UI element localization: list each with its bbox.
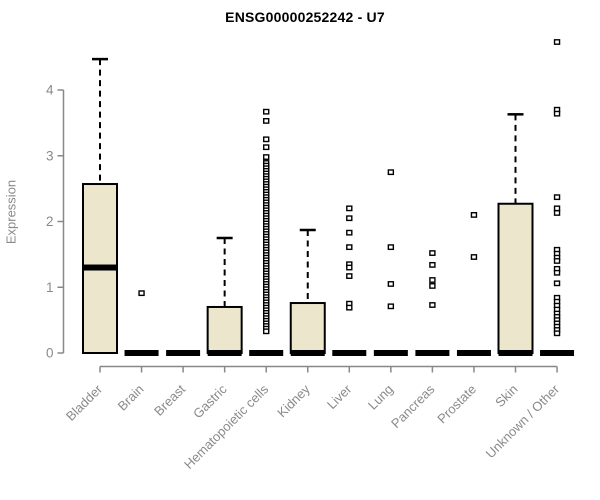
x-category-label: Kidney bbox=[274, 381, 313, 420]
x-category-label: Liver bbox=[324, 381, 355, 412]
outlier-point bbox=[553, 210, 561, 216]
median-bar bbox=[207, 350, 242, 356]
box-kidney bbox=[289, 228, 326, 356]
outlier-point bbox=[138, 290, 145, 297]
outlier-point bbox=[553, 269, 561, 276]
median-bar bbox=[249, 350, 284, 356]
x-category-label: Unknown / Other bbox=[483, 381, 563, 461]
x-category-label: Skin bbox=[492, 382, 520, 410]
median-bar bbox=[124, 350, 159, 356]
outlier-point bbox=[346, 205, 353, 212]
outlier-point bbox=[346, 229, 353, 236]
outlier-point bbox=[553, 330, 561, 337]
y-tick-label: 1 bbox=[46, 280, 54, 295]
outlier-point bbox=[263, 154, 270, 160]
outlier-point bbox=[346, 244, 353, 251]
outlier-point bbox=[346, 304, 353, 311]
y-tick-label: 3 bbox=[46, 148, 54, 163]
box-hematopoietic-cells bbox=[249, 108, 284, 356]
outlier-point bbox=[387, 281, 395, 287]
x-category-label: Prostate bbox=[434, 382, 479, 427]
x-category-label: Breast bbox=[151, 381, 188, 418]
outlier-point bbox=[470, 254, 478, 260]
median-bar bbox=[290, 350, 325, 356]
outlier-point bbox=[429, 277, 436, 283]
outlier-point bbox=[553, 258, 561, 264]
outlier-point bbox=[429, 250, 436, 256]
median-bar bbox=[166, 350, 201, 356]
outlier-point bbox=[263, 144, 270, 151]
outlier-point bbox=[263, 118, 270, 124]
outlier-point bbox=[429, 283, 436, 289]
outlier-point bbox=[387, 169, 395, 176]
outlier-point bbox=[387, 303, 395, 310]
box-breast bbox=[166, 350, 201, 356]
y-tick-label: 0 bbox=[46, 346, 54, 361]
median-bar bbox=[373, 350, 408, 356]
median-bar bbox=[498, 350, 533, 356]
median-bar bbox=[83, 264, 117, 271]
box-pancreas bbox=[415, 250, 450, 356]
x-category-label: Gastric bbox=[190, 381, 230, 421]
chart-title: ENSG00000252242 - U7 bbox=[225, 9, 385, 25]
outlier-point bbox=[553, 194, 561, 201]
outlier-point bbox=[470, 212, 478, 218]
outlier-point bbox=[553, 110, 561, 117]
iqr-box bbox=[289, 302, 326, 354]
x-category-label: Pancreas bbox=[388, 381, 438, 431]
box-prostate bbox=[456, 212, 491, 356]
median-bar bbox=[332, 350, 367, 356]
outlier-point bbox=[346, 273, 353, 279]
outlier-point bbox=[263, 328, 270, 335]
median-bar bbox=[540, 350, 575, 356]
outlier-point bbox=[429, 302, 436, 308]
box-liver bbox=[332, 205, 367, 356]
median-bar bbox=[456, 350, 491, 356]
median-bar bbox=[415, 350, 450, 356]
iqr-box bbox=[497, 202, 534, 354]
box-gastric bbox=[206, 236, 243, 356]
outlier-point bbox=[553, 39, 561, 45]
y-axis-label: Expression bbox=[3, 179, 19, 245]
box-skin bbox=[497, 113, 534, 356]
outlier-point bbox=[263, 136, 270, 143]
y-tick-label: 2 bbox=[46, 214, 54, 229]
outlier-point bbox=[553, 205, 561, 212]
x-category-label: Lung bbox=[365, 382, 396, 413]
box-lung bbox=[373, 169, 408, 356]
box-unknown-other bbox=[540, 39, 575, 356]
box-bladder bbox=[82, 57, 118, 354]
outlier-point bbox=[346, 264, 353, 271]
outlier-point bbox=[346, 215, 353, 222]
outlier-point bbox=[263, 108, 270, 115]
outlier-point bbox=[387, 244, 395, 251]
outlier-point bbox=[429, 261, 436, 268]
outlier-point bbox=[553, 280, 561, 287]
box-brain bbox=[124, 290, 159, 356]
y-tick-label: 4 bbox=[46, 83, 54, 98]
x-category-label: Brain bbox=[115, 382, 147, 414]
x-category-label: Bladder bbox=[63, 381, 106, 424]
iqr-box bbox=[206, 305, 243, 355]
